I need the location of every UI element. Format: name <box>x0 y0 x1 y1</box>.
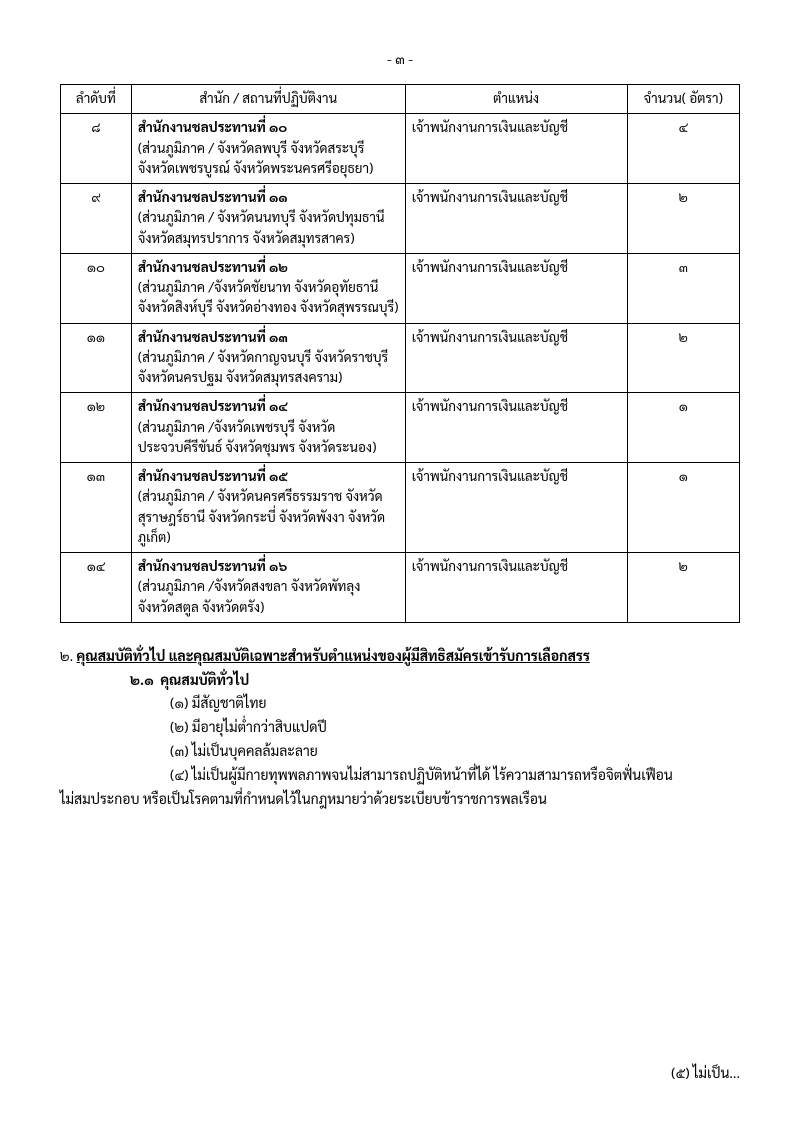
cell-position: เจ้าพนักงานการเงินและบัญชี <box>405 184 627 254</box>
cell-office: สำนักงานชลประทานที่ ๑๓(ส่วนภูมิภาค / จัง… <box>131 323 405 393</box>
table-row: ๑๐สำนักงานชลประทานที่ ๑๒(ส่วนภูมิภาค /จั… <box>61 253 740 323</box>
section-heading: คุณสมบัติทั่วไป และคุณสมบัติเฉพาะสำหรับต… <box>77 647 590 665</box>
table-row: ๑๔สำนักงานชลประทานที่ ๑๖(ส่วนภูมิภาค /จั… <box>61 553 740 623</box>
cell-num: ๑๑ <box>61 323 132 393</box>
office-detail: (ส่วนภูมิภาค / จังหวัดลพบุรี จังหวัดสระบ… <box>138 139 399 180</box>
page-number: - ๓ - <box>60 50 740 68</box>
list-item: (๔) ไม่เป็นผู้มีกายทุพพลภาพจนไม่สามารถปฏ… <box>170 764 740 788</box>
list-item: (๑) มีสัญชาติไทย <box>170 692 740 716</box>
table-row: ๑๑สำนักงานชลประทานที่ ๑๓(ส่วนภูมิภาค / จ… <box>61 323 740 393</box>
cell-count: ๑ <box>627 463 739 553</box>
table-row: ๙สำนักงานชลประทานที่ ๑๑(ส่วนภูมิภาค / จั… <box>61 184 740 254</box>
office-title: สำนักงานชลประทานที่ ๑๖ <box>138 557 399 577</box>
sub-heading-line: ๒.๑ คุณสมบัติทั่วไป <box>130 669 740 693</box>
cell-num: ๑๔ <box>61 553 132 623</box>
section-number: ๒. <box>60 647 73 665</box>
table-row: ๑๒สำนักงานชลประทานที่ ๑๔(ส่วนภูมิภาค /จั… <box>61 393 740 463</box>
table-header-row: ลำดับที่ สำนัก / สถานที่ปฏิบัติงาน ตำแหน… <box>61 85 740 114</box>
cell-count: ๒ <box>627 553 739 623</box>
cell-office: สำนักงานชลประทานที่ ๑๐(ส่วนภูมิภาค / จัง… <box>131 114 405 184</box>
office-title: สำนักงานชลประทานที่ ๑๔ <box>138 397 399 417</box>
footer-note: (๕) ไม่เป็น... <box>671 1064 740 1082</box>
continuation-text: ไม่สมประกอบ หรือเป็นโรคตามที่กำหนดไว้ในก… <box>60 788 740 812</box>
table-row: ๑๓สำนักงานชลประทานที่ ๑๕(ส่วนภูมิภาค / จ… <box>61 463 740 553</box>
cell-num: ๙ <box>61 184 132 254</box>
office-detail: (ส่วนภูมิภาค /จังหวัดชัยนาท จังหวัดอุทัย… <box>138 278 399 319</box>
section-heading-line: ๒. คุณสมบัติทั่วไป และคุณสมบัติเฉพาะสำหร… <box>60 645 740 669</box>
cell-position: เจ้าพนักงานการเงินและบัญชี <box>405 393 627 463</box>
office-detail: (ส่วนภูมิภาค /จังหวัดสงขลา จังหวัดพัทลุง… <box>138 577 399 618</box>
cell-num: ๑๒ <box>61 393 132 463</box>
sub-number: ๒.๑ <box>130 671 154 689</box>
cell-office: สำนักงานชลประทานที่ ๑๕(ส่วนภูมิภาค / จัง… <box>131 463 405 553</box>
cell-num: ๑๐ <box>61 253 132 323</box>
main-table: ลำดับที่ สำนัก / สถานที่ปฏิบัติงาน ตำแหน… <box>60 84 740 623</box>
header-count: จำนวน( อัตรา) <box>627 85 739 114</box>
office-detail: (ส่วนภูมิภาค / จังหวัดกาญจนบุรี จังหวัดร… <box>138 348 399 389</box>
office-detail: (ส่วนภูมิภาค / จังหวัดนครศรีธรรมราช จังห… <box>138 487 399 548</box>
cell-office: สำนักงานชลประทานที่ ๑๒(ส่วนภูมิภาค /จังห… <box>131 253 405 323</box>
cell-position: เจ้าพนักงานการเงินและบัญชี <box>405 463 627 553</box>
office-title: สำนักงานชลประทานที่ ๑๐ <box>138 118 399 138</box>
cell-position: เจ้าพนักงานการเงินและบัญชี <box>405 553 627 623</box>
section-2: ๒. คุณสมบัติทั่วไป และคุณสมบัติเฉพาะสำหร… <box>60 645 740 812</box>
header-position: ตำแหน่ง <box>405 85 627 114</box>
cell-num: ๑๓ <box>61 463 132 553</box>
cell-count: ๑ <box>627 393 739 463</box>
cell-position: เจ้าพนักงานการเงินและบัญชี <box>405 253 627 323</box>
cell-count: ๔ <box>627 114 739 184</box>
list-item: (๓) ไม่เป็นบุคคลล้มละลาย <box>170 740 740 764</box>
cell-num: ๘ <box>61 114 132 184</box>
office-title: สำนักงานชลประทานที่ ๑๑ <box>138 188 399 208</box>
office-title: สำนักงานชลประทานที่ ๑๕ <box>138 467 399 487</box>
header-num: ลำดับที่ <box>61 85 132 114</box>
cell-count: ๒ <box>627 323 739 393</box>
cell-count: ๓ <box>627 253 739 323</box>
cell-position: เจ้าพนักงานการเงินและบัญชี <box>405 323 627 393</box>
sub-heading-text: คุณสมบัติทั่วไป <box>160 671 249 689</box>
office-detail: (ส่วนภูมิภาค / จังหวัดนนทบุรี จังหวัดปทุ… <box>138 208 399 249</box>
header-office: สำนัก / สถานที่ปฏิบัติงาน <box>131 85 405 114</box>
cell-office: สำนักงานชลประทานที่ ๑๑(ส่วนภูมิภาค / จัง… <box>131 184 405 254</box>
cell-count: ๒ <box>627 184 739 254</box>
list-item: (๒) มีอายุไม่ต่ำกว่าสิบแปดปี <box>170 716 740 740</box>
cell-office: สำนักงานชลประทานที่ ๑๖(ส่วนภูมิภาค /จังห… <box>131 553 405 623</box>
table-row: ๘สำนักงานชลประทานที่ ๑๐(ส่วนภูมิภาค / จั… <box>61 114 740 184</box>
cell-office: สำนักงานชลประทานที่ ๑๔(ส่วนภูมิภาค /จังห… <box>131 393 405 463</box>
office-title: สำนักงานชลประทานที่ ๑๒ <box>138 258 399 278</box>
office-detail: (ส่วนภูมิภาค /จังหวัดเพชรบุรี จังหวัดประ… <box>138 418 399 459</box>
cell-position: เจ้าพนักงานการเงินและบัญชี <box>405 114 627 184</box>
office-title: สำนักงานชลประทานที่ ๑๓ <box>138 328 399 348</box>
